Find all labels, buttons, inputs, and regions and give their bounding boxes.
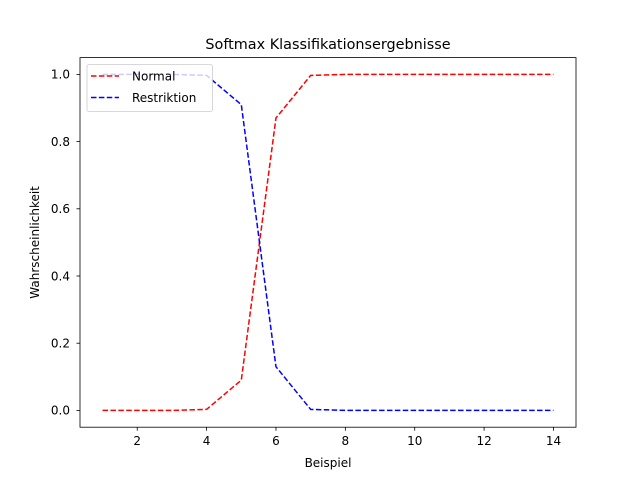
y-tick-label: 0.0 <box>51 404 70 418</box>
legend-label-restriktion: Restriktion <box>132 91 196 105</box>
y-tick-label: 1.0 <box>51 68 70 82</box>
chart-title: Softmax Klassifikationsergebnisse <box>205 37 450 53</box>
x-tick-label: 8 <box>342 434 350 448</box>
x-tick-label: 10 <box>407 434 422 448</box>
x-tick-label: 4 <box>203 434 211 448</box>
x-tick-label: 2 <box>133 434 141 448</box>
ticks-layer: 2 4 6 8 10 12 14 0.0 0.2 0.4 0.6 0.8 1.0 <box>51 68 561 449</box>
series-line-normal <box>102 73 554 412</box>
y-tick-label: 0.6 <box>51 202 70 216</box>
x-tick-label: 6 <box>272 434 280 448</box>
legend: Normal Restriktion <box>86 64 213 112</box>
y-tick-label: 0.8 <box>51 135 70 149</box>
y-tick-label: 0.4 <box>51 269 70 283</box>
y-tick-label: 0.2 <box>51 337 70 351</box>
x-axis-label: Beispiel <box>305 456 352 470</box>
x-tick-label: 12 <box>476 434 491 448</box>
x-tick-label: 14 <box>546 434 561 448</box>
legend-label-normal: Normal <box>132 69 175 83</box>
y-axis-label: Wahrscheinlichkeit <box>28 186 42 299</box>
plot-frame <box>79 57 577 428</box>
